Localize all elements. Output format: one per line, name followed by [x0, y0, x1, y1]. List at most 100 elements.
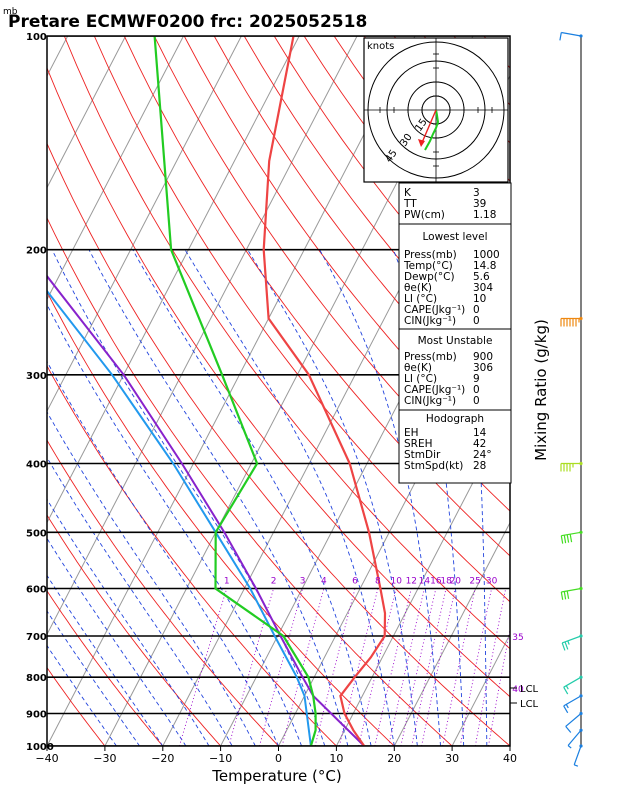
dewpoint-profile [153, 36, 317, 746]
hodograph-unit-label: knots [367, 41, 394, 52]
index-hodo-value: 28 [473, 460, 486, 472]
mixing-ratio-line [259, 588, 304, 746]
index-hodo-value: 24° [473, 449, 492, 461]
index-unstable-value: 900 [473, 351, 493, 363]
dry-adiabat-line [514, 36, 618, 746]
wind-barb [563, 675, 583, 695]
index-unstable-key: θe(K) [404, 362, 432, 374]
moist-adiabat-line [47, 360, 279, 746]
isotherm-line [393, 521, 510, 746]
mixing-ratio-label: 1 [224, 576, 230, 586]
moist-adiabat-line [247, 249, 418, 746]
index-lowest-key: Temp(°C) [403, 260, 453, 272]
moist-adiabat-line [132, 249, 372, 746]
plot-area [0, 36, 618, 746]
dry-adiabat-line [604, 36, 618, 746]
wind-barb [560, 586, 583, 600]
lcl-label: LCL [520, 684, 539, 695]
temperature-tick-label: 10 [329, 752, 343, 765]
index-lowest-value: 5.6 [473, 271, 490, 283]
mixing-ratio-label: 6 [352, 576, 358, 586]
index-unstable-value: 306 [473, 362, 493, 374]
indices-table: K 3 TT 39 PW(cm) 1.18 Lowest level Press(mb) 1… [398, 182, 512, 484]
mixing-ratio-label: 25 [469, 576, 480, 586]
wind-barb [573, 744, 583, 767]
temperature-tick-label: −30 [93, 752, 116, 765]
index-unstable-value: 9 [473, 373, 480, 385]
pressure-tick-label: 500 [26, 528, 47, 539]
index-top-value: 39 [473, 198, 486, 210]
wind-barb [560, 461, 583, 472]
moist-adiabat-line [47, 644, 117, 746]
lcl-label: LCL [520, 699, 539, 710]
mixing-ratio-line [338, 588, 379, 746]
wind-barb [559, 31, 583, 41]
pressure-unit-label: mb [3, 7, 18, 17]
profile-lines [47, 36, 387, 746]
pressure-tick-label: 800 [26, 673, 47, 684]
isotherm-line [509, 744, 510, 746]
isotherm-line [0, 36, 10, 746]
mixing-ratio-label: 4 [321, 576, 327, 586]
chart-title: Pretare ECMWF0200 frc: 2025052518 [8, 12, 367, 32]
pressure-tick-label: 400 [26, 460, 47, 471]
mixing-ratio-line [474, 588, 507, 746]
mixing-ratio-label: 14 [419, 576, 431, 586]
hodograph-trace [424, 109, 440, 151]
dry-adiabat-lines [47, 36, 618, 746]
temperature-tick-label: 30 [445, 752, 459, 765]
index-hodo-value: 14 [473, 427, 487, 439]
mixing-ratio-line [487, 627, 510, 746]
mixing-ratio-label: 2 [271, 576, 277, 586]
isotherm-line [47, 36, 242, 413]
mixing-ratio-label: 12 [406, 576, 417, 586]
isotherm-line [335, 409, 510, 746]
index-hodo-key: StmDir [404, 449, 441, 461]
hodograph: knots 15 30 45 [363, 37, 509, 183]
index-unstable-key: Press(mb) [404, 351, 457, 363]
dry-adiabat-line [47, 291, 395, 746]
temperature-tick-label: 40 [503, 752, 517, 765]
wind-barb [560, 530, 583, 544]
dry-adiabat-line [153, 36, 510, 512]
temperature-tick-label: −40 [35, 752, 58, 765]
temperature-tick-label: 20 [387, 752, 401, 765]
index-lowest-key: Press(mb) [404, 249, 457, 261]
index-hodo-key: SREH [404, 438, 433, 450]
wind-barb [563, 694, 583, 714]
isotherm-line [47, 36, 358, 636]
lowest-level-heading: Lowest level [422, 231, 487, 243]
wind-profile [559, 31, 583, 767]
index-top-key: K [404, 187, 412, 199]
index-top-value: 1.18 [473, 209, 496, 221]
wind-barb [567, 728, 583, 749]
isotherm-line [47, 36, 416, 746]
pressure-tick-label: 1000 [26, 742, 54, 753]
index-unstable-key: CIN(Jkg⁻¹) [404, 395, 456, 407]
pressure-tick-label: 100 [26, 32, 47, 43]
isotherm-line [47, 36, 127, 189]
mixing-ratio-line [442, 588, 476, 746]
dry-adiabat-line [47, 666, 106, 746]
index-hodo-value: 42 [473, 438, 486, 450]
mixing-ratio-label: 30 [486, 576, 498, 586]
mixing-ratio-label: 40 [512, 685, 524, 695]
dry-adiabat-line [183, 36, 510, 468]
moist-adiabat-line [47, 574, 164, 746]
wind-barb [561, 634, 583, 651]
mixing-ratio-label: 20 [450, 576, 462, 586]
right-axis-label: Mixing Ratio (g/kg) [532, 319, 550, 461]
index-lowest-key: θe(K) [404, 282, 432, 294]
moist-adiabat-line [47, 498, 210, 746]
mixing-ratio-label: 18 [440, 576, 452, 586]
parcel-profile [47, 274, 365, 746]
index-lowest-value: 14.8 [473, 260, 496, 272]
isotherm-line [47, 36, 184, 301]
moist-adiabat-line [47, 610, 140, 746]
index-lowest-key: CIN(Jkg⁻¹) [404, 315, 456, 327]
moist-adiabat-line [47, 456, 233, 746]
pressure-tick-label: 900 [26, 710, 47, 721]
mixing-ratio-label: 10 [390, 576, 402, 586]
